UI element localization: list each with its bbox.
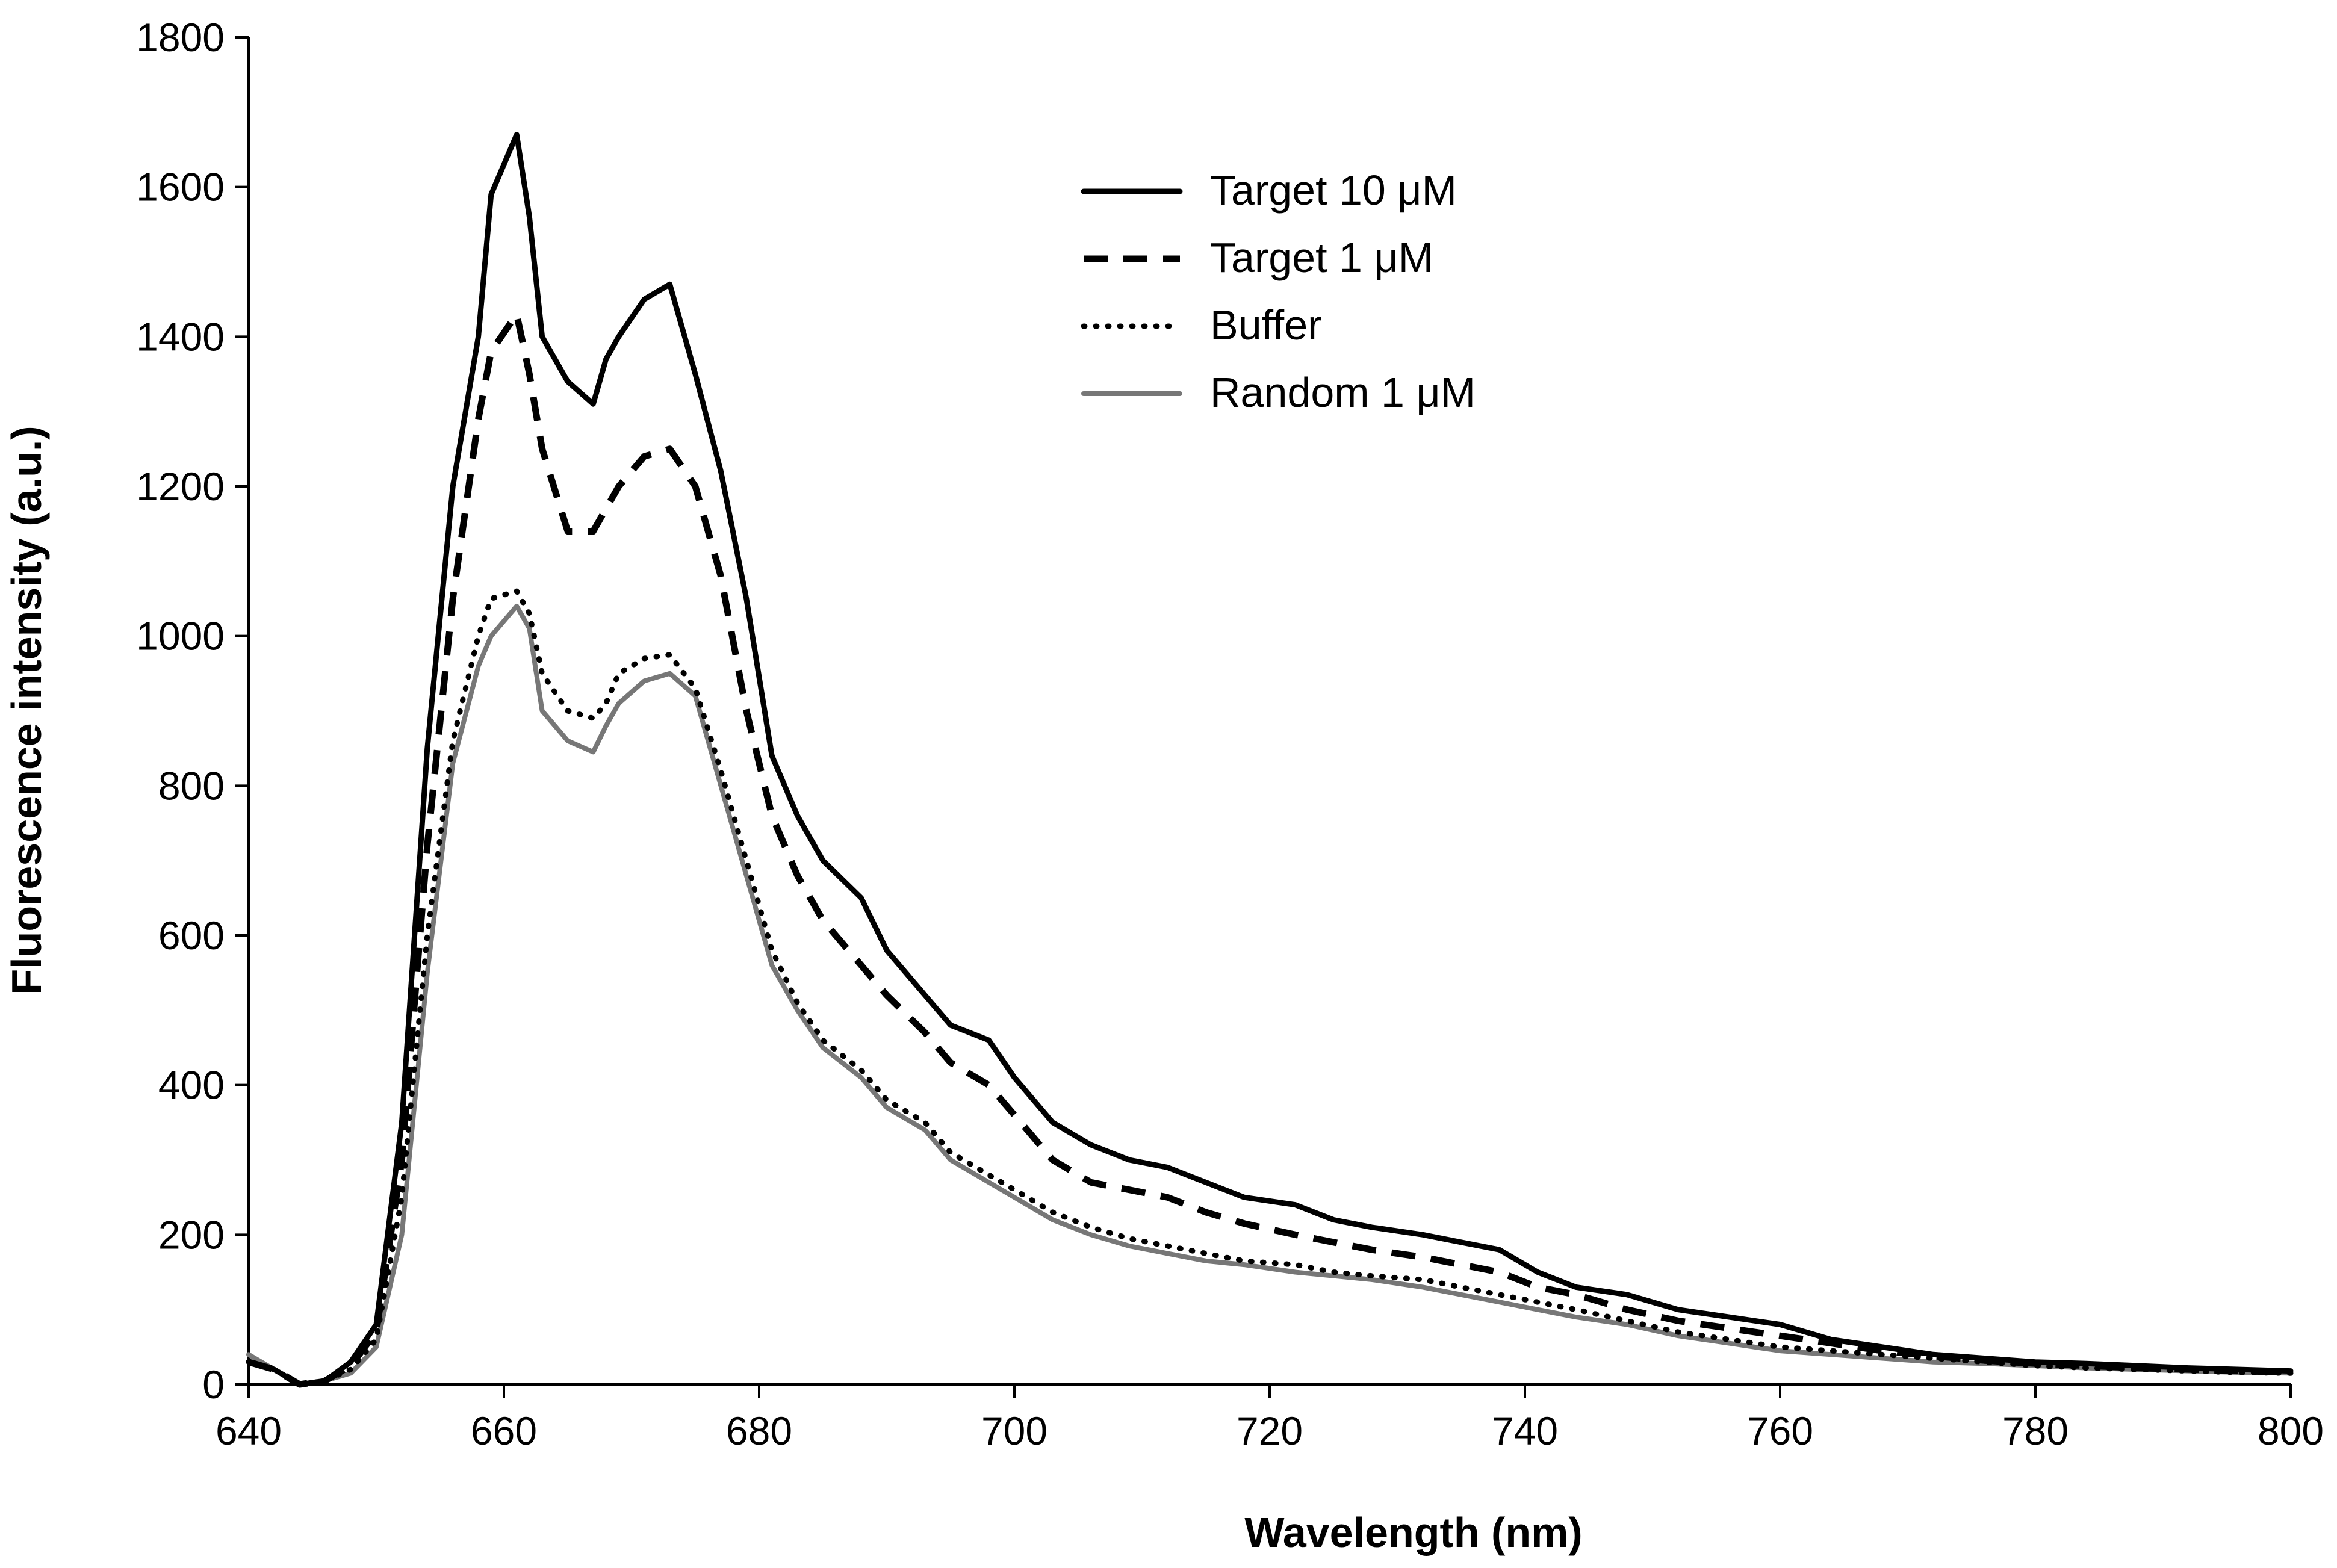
x-tick-label: 700	[981, 1408, 1047, 1453]
y-tick-label: 1800	[136, 15, 225, 60]
y-tick-label: 1400	[136, 314, 225, 359]
x-axis-title: Wavelength (nm)	[1244, 1509, 1582, 1556]
y-tick-label: 800	[158, 763, 225, 808]
y-axis: 0 200 400 600 800 1000 1200 1400 1600 1800	[136, 15, 250, 1407]
y-tick-label: 1200	[136, 464, 225, 509]
x-tick-label: 640	[216, 1408, 282, 1453]
y-tick-label: 0	[202, 1362, 225, 1407]
series-line-target-1-m	[247, 311, 2291, 1388]
legend-label-buffer: Buffer	[1210, 302, 1322, 349]
legend-label-target-10-m: Target 10 μM	[1210, 167, 1457, 214]
legend: Target 10 μM Target 1 μM Buffer Random 1 μM	[1081, 167, 1476, 416]
series-line-random-1-m	[246, 603, 2293, 1387]
y-tick-label: 600	[158, 913, 225, 958]
y-tick-label: 400	[158, 1063, 225, 1108]
x-tick-label: 720	[1237, 1408, 1303, 1453]
series-line-target-10-m	[246, 132, 2294, 1387]
y-tick-label: 1000	[136, 614, 225, 658]
x-tick-label: 780	[2002, 1408, 2069, 1453]
x-tick-label: 660	[471, 1408, 537, 1453]
legend-label-target-1-m: Target 1 μM	[1210, 234, 1433, 281]
series-layer	[246, 132, 2294, 1388]
legend-label-random-1-m: Random 1 μM	[1210, 369, 1476, 416]
y-tick-label: 1600	[136, 165, 225, 209]
y-tick-label: 200	[158, 1212, 225, 1257]
x-tick-label: 760	[1747, 1408, 1813, 1453]
x-axis: 640 660 680 700 720 740 760 780 800	[216, 1383, 2324, 1453]
x-tick-label: 680	[726, 1408, 792, 1453]
x-tick-label: 800	[2258, 1408, 2324, 1453]
x-tick-label: 740	[1492, 1408, 1558, 1453]
y-axis-title: Fluorescence intensity (a.u.)	[3, 426, 50, 994]
series-line-buffer	[246, 588, 2294, 1387]
